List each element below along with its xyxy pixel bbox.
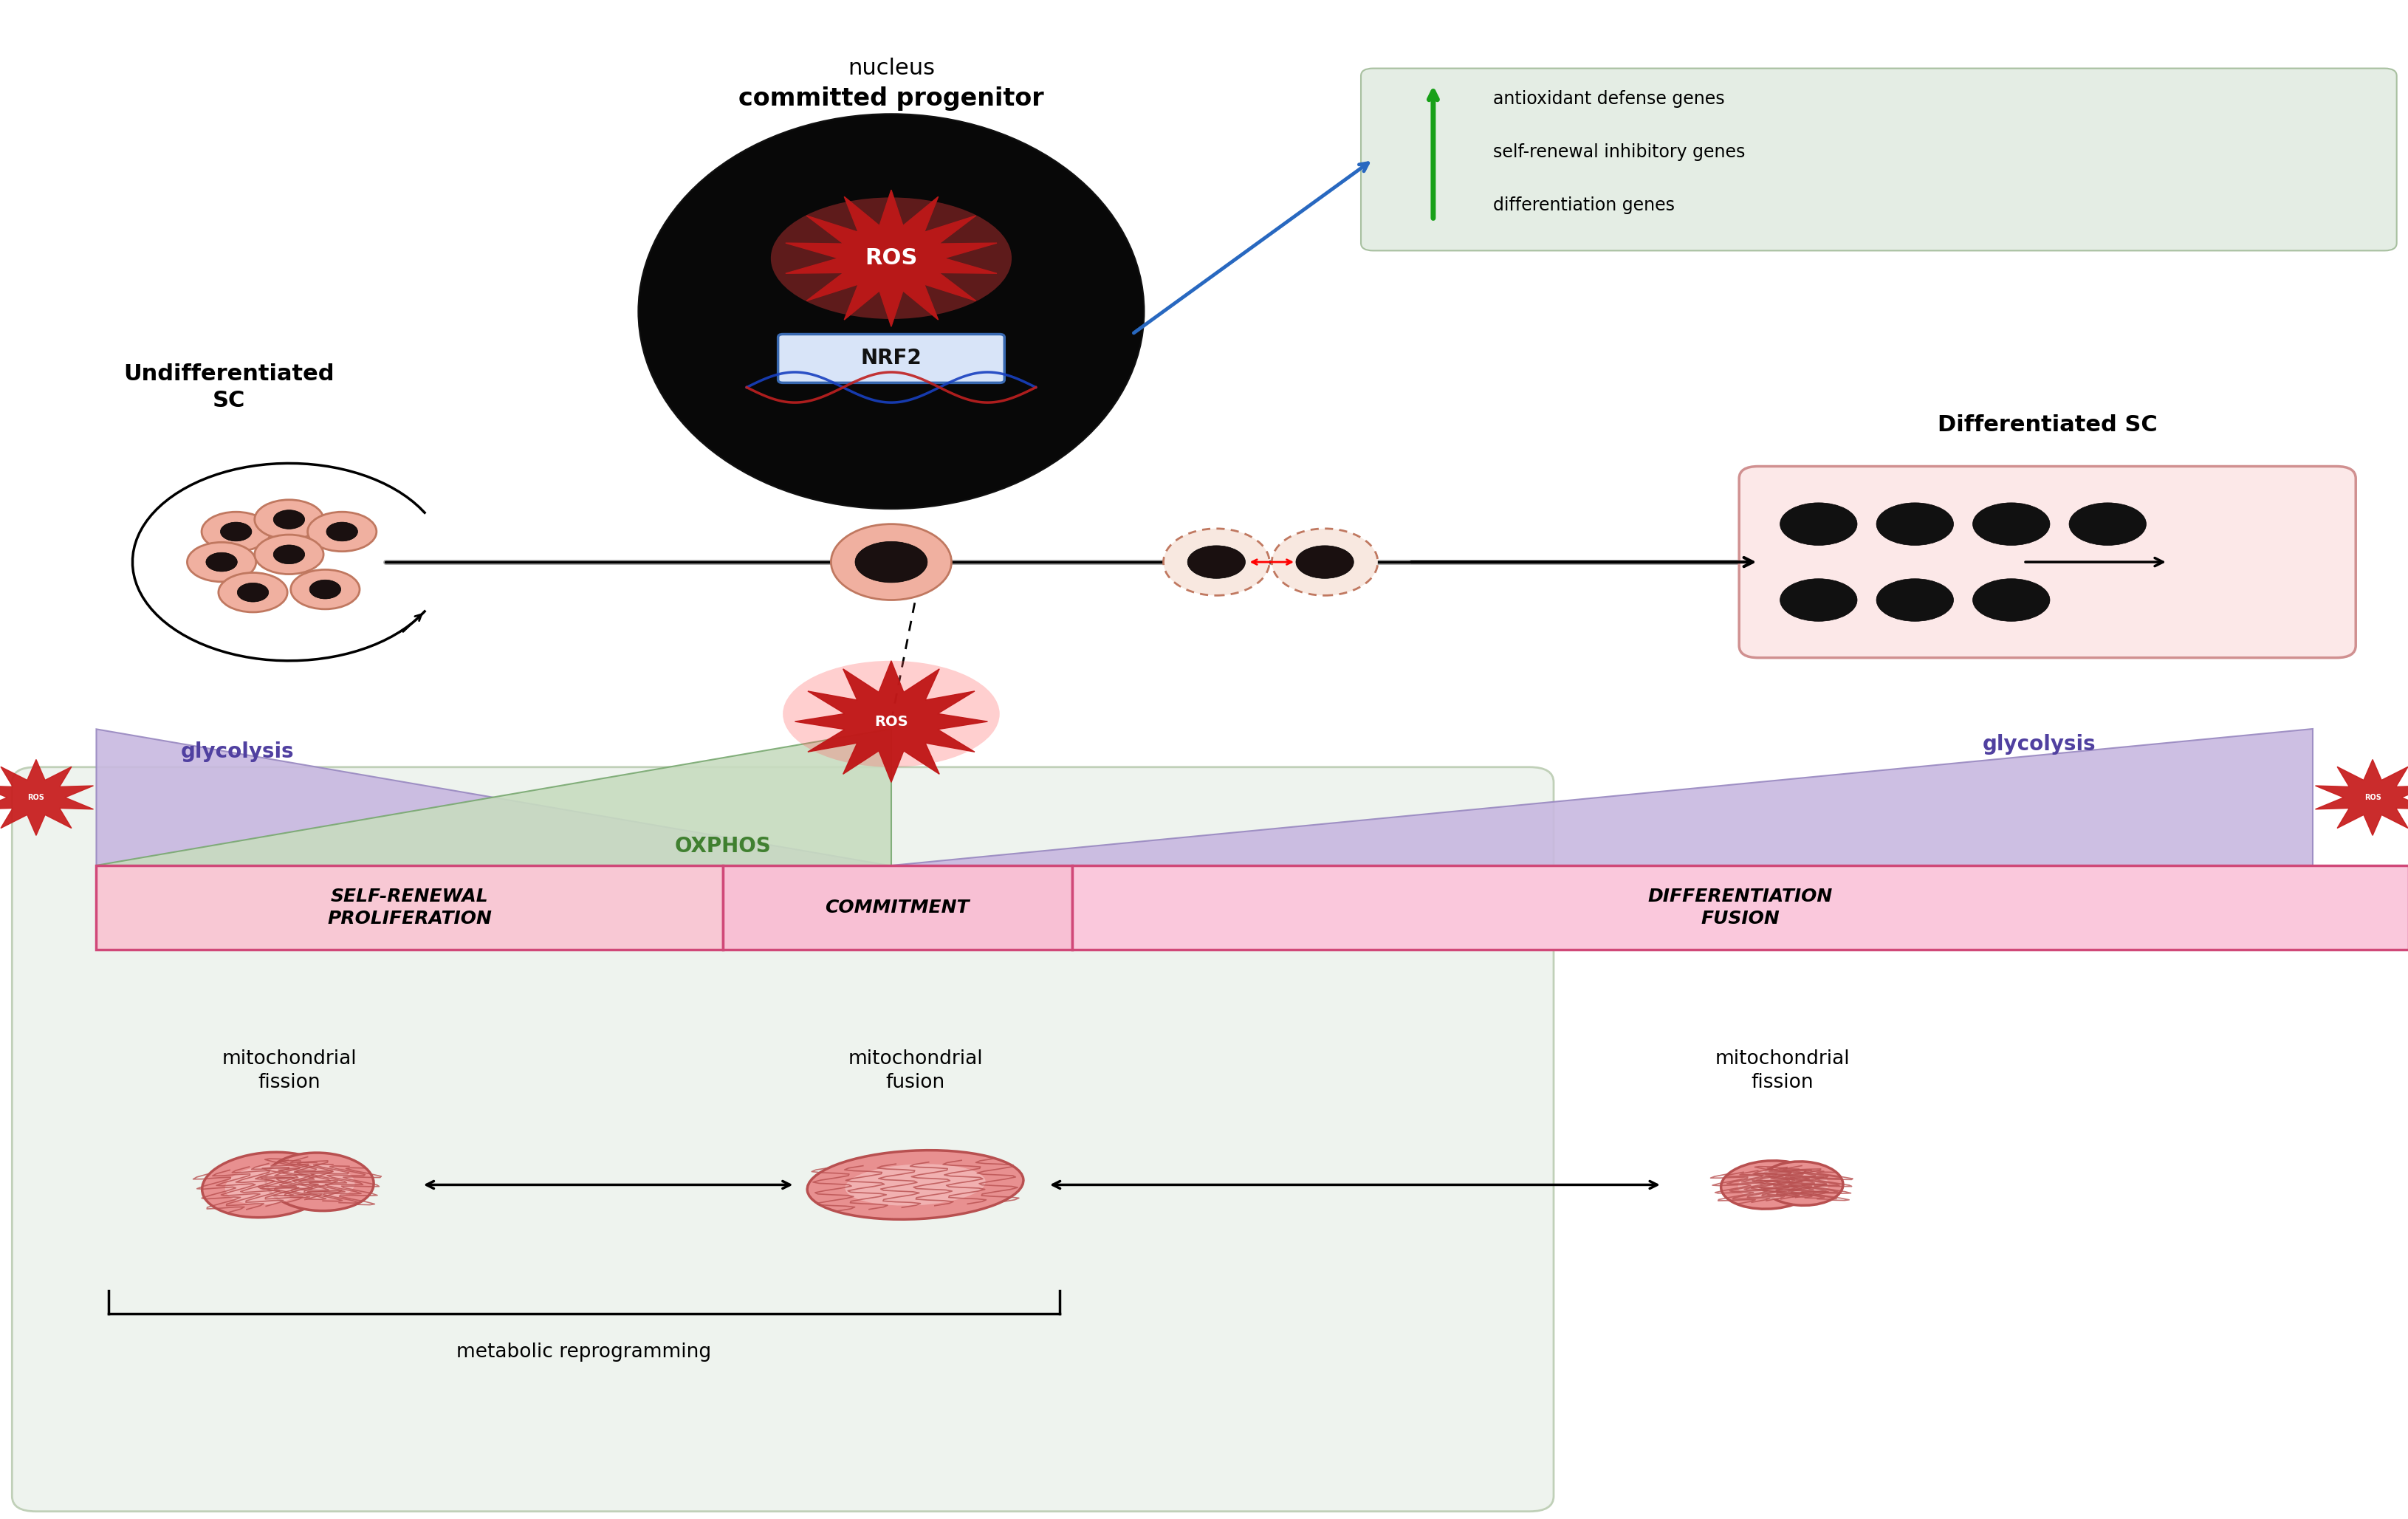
Ellipse shape bbox=[831, 524, 951, 600]
Ellipse shape bbox=[238, 583, 270, 602]
Polygon shape bbox=[2314, 760, 2408, 835]
Text: DIFFERENTIATION
FUSION: DIFFERENTIATION FUSION bbox=[1647, 887, 1832, 928]
Text: differentiation genes: differentiation genes bbox=[1493, 196, 1674, 214]
Polygon shape bbox=[891, 729, 2312, 866]
Ellipse shape bbox=[188, 542, 255, 582]
Ellipse shape bbox=[255, 535, 323, 574]
Text: nucleus: nucleus bbox=[848, 58, 934, 79]
Polygon shape bbox=[795, 661, 987, 782]
Text: ROS: ROS bbox=[874, 714, 908, 729]
Text: COMMITMENT: COMMITMENT bbox=[826, 899, 968, 916]
Text: OXPHOS: OXPHOS bbox=[674, 835, 771, 857]
Ellipse shape bbox=[638, 114, 1144, 509]
Ellipse shape bbox=[275, 545, 303, 564]
FancyBboxPatch shape bbox=[778, 334, 1004, 383]
Ellipse shape bbox=[1163, 529, 1269, 595]
Ellipse shape bbox=[265, 1153, 373, 1211]
Ellipse shape bbox=[1972, 503, 2049, 545]
Ellipse shape bbox=[783, 661, 999, 767]
Ellipse shape bbox=[1876, 503, 1953, 545]
Text: antioxidant defense genes: antioxidant defense genes bbox=[1493, 90, 1724, 108]
Text: glycolysis: glycolysis bbox=[1982, 734, 2095, 755]
Ellipse shape bbox=[202, 1153, 332, 1217]
Ellipse shape bbox=[1296, 545, 1353, 579]
Ellipse shape bbox=[1780, 503, 1857, 545]
Ellipse shape bbox=[327, 523, 356, 541]
Ellipse shape bbox=[202, 512, 270, 551]
Ellipse shape bbox=[224, 1165, 311, 1205]
Text: mitochondrial
fission: mitochondrial fission bbox=[1714, 1050, 1849, 1092]
Ellipse shape bbox=[308, 580, 342, 598]
Ellipse shape bbox=[1719, 1161, 1818, 1209]
FancyBboxPatch shape bbox=[96, 866, 722, 949]
Text: ROS: ROS bbox=[26, 794, 46, 801]
Ellipse shape bbox=[2068, 503, 2146, 545]
Text: Differentiated SC: Differentiated SC bbox=[1936, 415, 2158, 436]
Text: glycolysis: glycolysis bbox=[181, 741, 294, 763]
Text: mitochondrial
fission: mitochondrial fission bbox=[222, 1050, 356, 1092]
FancyBboxPatch shape bbox=[12, 767, 1553, 1511]
Ellipse shape bbox=[1187, 545, 1245, 579]
Text: committed progenitor: committed progenitor bbox=[739, 87, 1043, 111]
Ellipse shape bbox=[1739, 1170, 1801, 1200]
Text: Undifferentiated
SC: Undifferentiated SC bbox=[123, 363, 335, 412]
Text: mitochondrial
fusion: mitochondrial fusion bbox=[848, 1050, 982, 1092]
Ellipse shape bbox=[807, 1150, 1023, 1220]
Ellipse shape bbox=[1780, 579, 1857, 621]
Text: metabolic reprogramming: metabolic reprogramming bbox=[458, 1343, 710, 1361]
Ellipse shape bbox=[308, 512, 376, 551]
Ellipse shape bbox=[222, 523, 250, 541]
Ellipse shape bbox=[1775, 1170, 1828, 1197]
FancyBboxPatch shape bbox=[1739, 466, 2355, 658]
Polygon shape bbox=[0, 760, 94, 835]
Text: ROS: ROS bbox=[2362, 794, 2382, 801]
Ellipse shape bbox=[275, 510, 303, 529]
Ellipse shape bbox=[855, 541, 927, 583]
Ellipse shape bbox=[291, 570, 359, 609]
Ellipse shape bbox=[1876, 579, 1953, 621]
FancyBboxPatch shape bbox=[722, 866, 1072, 949]
Text: NRF2: NRF2 bbox=[860, 348, 922, 369]
Ellipse shape bbox=[1760, 1162, 1842, 1206]
FancyBboxPatch shape bbox=[1361, 68, 2396, 251]
Text: SELF-RENEWAL
PROLIFERATION: SELF-RENEWAL PROLIFERATION bbox=[327, 887, 491, 928]
Polygon shape bbox=[785, 190, 997, 327]
Ellipse shape bbox=[1271, 529, 1377, 595]
Ellipse shape bbox=[284, 1164, 354, 1200]
Polygon shape bbox=[96, 729, 891, 866]
Ellipse shape bbox=[255, 500, 323, 539]
Ellipse shape bbox=[845, 1164, 985, 1206]
Polygon shape bbox=[96, 729, 891, 866]
FancyBboxPatch shape bbox=[1072, 866, 2408, 949]
Ellipse shape bbox=[771, 197, 1011, 319]
Text: ROS: ROS bbox=[864, 248, 917, 269]
Ellipse shape bbox=[205, 553, 236, 571]
Ellipse shape bbox=[1972, 579, 2049, 621]
Text: self-renewal inhibitory genes: self-renewal inhibitory genes bbox=[1493, 143, 1746, 161]
Ellipse shape bbox=[219, 573, 287, 612]
